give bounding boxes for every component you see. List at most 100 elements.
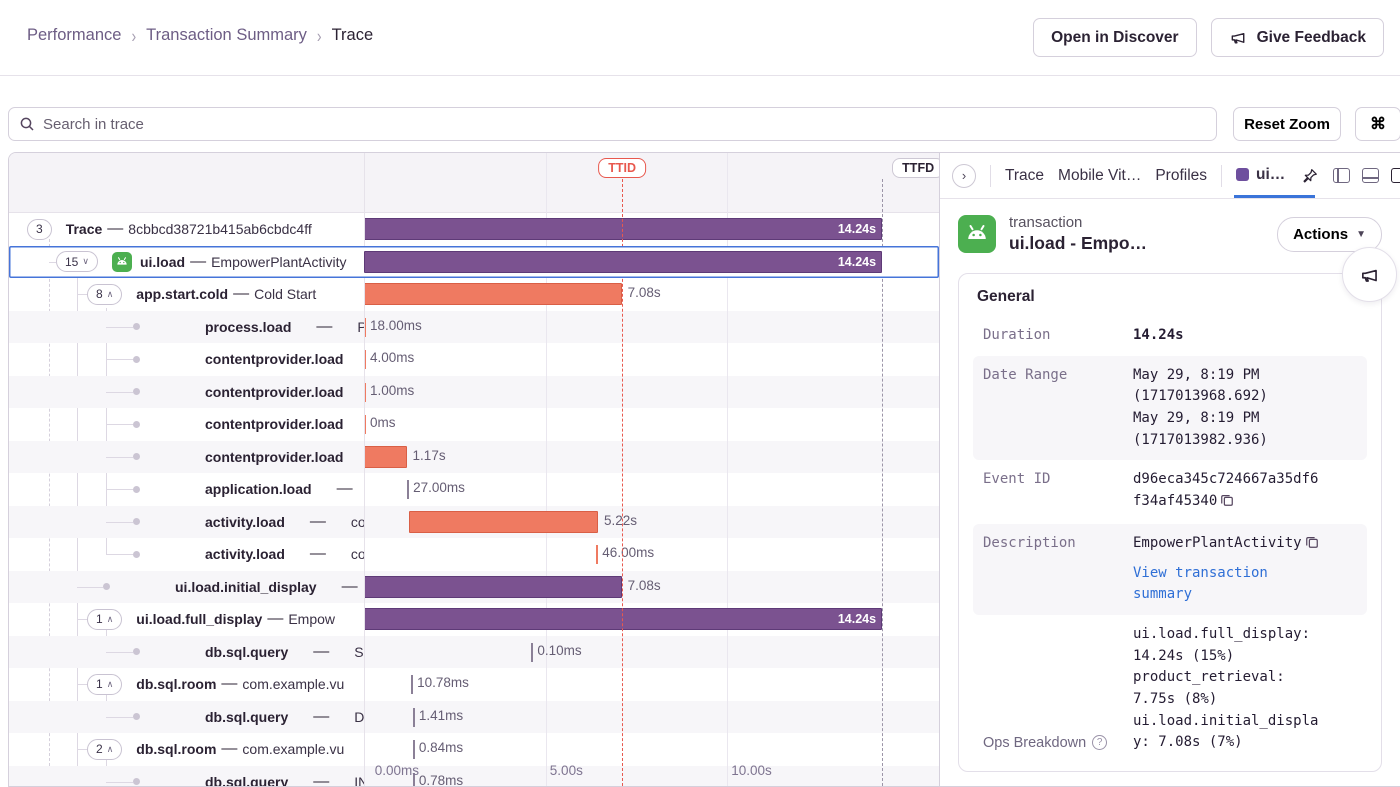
layout-left-panel-icon[interactable] bbox=[1333, 168, 1350, 183]
event-id-value: d96eca345c724667a35df6 f34af45340 bbox=[1133, 469, 1357, 514]
chevron-up-icon: ∧ bbox=[107, 289, 114, 300]
expand-drawer-icon[interactable]: › bbox=[952, 164, 976, 188]
copy-icon[interactable] bbox=[1305, 535, 1319, 557]
breadcrumb: Performance › Transaction Summary › Trac… bbox=[27, 26, 373, 45]
span-row[interactable]: 1∧ui.load.full_display—Empow14.24s bbox=[9, 603, 939, 636]
span-bar[interactable] bbox=[364, 283, 622, 305]
span-row[interactable]: ui.load.initial_display—Empo7.08s bbox=[9, 571, 939, 604]
chevron-right-icon: › bbox=[317, 25, 322, 46]
expand-toggle-pill[interactable]: 15∨ bbox=[56, 251, 98, 272]
detail-tabs-bar: › Trace Mobile Vit… Profiles ui… bbox=[940, 153, 1400, 199]
span-row[interactable]: contentprovider.load—io1.00ms bbox=[9, 376, 939, 409]
breadcrumb-transaction-summary[interactable]: Transaction Summary bbox=[146, 26, 307, 45]
view-transaction-summary-link[interactable]: View transaction summary bbox=[1133, 563, 1357, 606]
span-duration: 7.08s bbox=[628, 578, 661, 593]
divider bbox=[990, 165, 991, 187]
span-row[interactable]: 8∧app.start.cold—Cold Start7.08s bbox=[9, 278, 939, 311]
open-in-discover-button[interactable]: Open in Discover bbox=[1033, 18, 1196, 57]
span-bar[interactable] bbox=[364, 576, 622, 598]
expand-toggle-pill[interactable]: 1∧ bbox=[87, 674, 122, 695]
span-row-timeline: 1.41ms bbox=[364, 701, 939, 734]
span-row[interactable]: db.sql.query—SELECT * F0.10ms bbox=[9, 636, 939, 669]
breadcrumb-performance[interactable]: Performance bbox=[27, 26, 121, 45]
expand-toggle-pill[interactable]: 3 bbox=[27, 219, 52, 240]
tree-connector bbox=[106, 717, 133, 718]
span-dot bbox=[133, 551, 140, 558]
span-row[interactable]: db.sql.query—INSERT OR0.78ms bbox=[9, 766, 939, 787]
span-bar[interactable] bbox=[364, 446, 407, 468]
search-in-trace-field[interactable] bbox=[8, 107, 1217, 141]
tab-profiles[interactable]: Profiles bbox=[1155, 167, 1207, 185]
ttid-badge[interactable]: TTID bbox=[598, 158, 646, 178]
span-duration: 0.10ms bbox=[537, 643, 581, 658]
span-op: ui.load.initial_display bbox=[155, 579, 317, 595]
separator: — bbox=[267, 610, 283, 628]
detail-row-description: Description EmpowerPlantActivityView tra… bbox=[973, 524, 1367, 615]
span-description: EmpowerPlantActivity bbox=[211, 254, 346, 270]
expand-toggle-pill[interactable]: 2∧ bbox=[87, 739, 122, 760]
span-row[interactable]: contentprovider.load—co1.17s bbox=[9, 441, 939, 474]
span-tick[interactable] bbox=[413, 740, 415, 759]
give-feedback-button[interactable]: Give Feedback bbox=[1211, 18, 1384, 57]
ttfd-badge[interactable]: TTFD bbox=[892, 158, 939, 178]
pin-tab-icon[interactable] bbox=[1301, 167, 1319, 185]
span-dot bbox=[133, 356, 140, 363]
span-tick[interactable] bbox=[407, 480, 409, 499]
expand-toggle-pill[interactable]: 1∧ bbox=[87, 609, 122, 630]
separator: — bbox=[290, 545, 326, 563]
event-id-label: Event ID bbox=[983, 469, 1133, 514]
reset-zoom-button[interactable]: Reset Zoom bbox=[1233, 107, 1341, 141]
span-dot bbox=[133, 388, 140, 395]
span-dot bbox=[133, 713, 140, 720]
span-row[interactable]: process.load—Process In18.00ms bbox=[9, 311, 939, 344]
span-row[interactable]: 15∨ui.load—EmpowerPlantActivity14.24s bbox=[9, 246, 939, 279]
span-row-label: 3Trace—8cbbcd38721b415ab6cbdc4ff bbox=[9, 213, 364, 246]
span-description: INSERT OR bbox=[334, 774, 364, 786]
span-row[interactable]: contentprovider.load—ar0ms bbox=[9, 408, 939, 441]
span-op: contentprovider.load bbox=[185, 416, 343, 432]
span-row-timeline: 4.00ms bbox=[364, 343, 939, 376]
span-op: Trace bbox=[66, 221, 103, 237]
tab-mobile-vitals[interactable]: Mobile Vit… bbox=[1058, 167, 1141, 185]
span-row[interactable]: activity.load—com.examp46.00ms bbox=[9, 538, 939, 571]
axis-tick-label: 5.00s bbox=[550, 763, 583, 778]
span-dot bbox=[133, 453, 140, 460]
span-bar[interactable]: 14.24s bbox=[364, 251, 882, 273]
search-input[interactable] bbox=[43, 116, 1206, 133]
span-tick[interactable] bbox=[413, 708, 415, 727]
span-bar[interactable] bbox=[409, 511, 598, 533]
chevron-down-icon: ▼ bbox=[1356, 229, 1366, 240]
shortcut-command-button[interactable]: ⌘ bbox=[1355, 107, 1400, 141]
trace-rows: 3Trace—8cbbcd38721b415ab6cbdc4ff14.24s15… bbox=[9, 213, 939, 786]
tab-trace[interactable]: Trace bbox=[1005, 167, 1044, 185]
layout-right-panel-icon[interactable] bbox=[1391, 168, 1400, 183]
span-duration: 5.22s bbox=[604, 513, 637, 528]
span-row-timeline: 7.08s bbox=[364, 571, 939, 604]
span-row[interactable]: contentprovider.load—io4.00ms bbox=[9, 343, 939, 376]
span-row[interactable]: 3Trace—8cbbcd38721b415ab6cbdc4ff14.24s bbox=[9, 213, 939, 246]
separator: — bbox=[348, 448, 364, 466]
span-description: Process In bbox=[337, 319, 364, 335]
feedback-fab-button[interactable] bbox=[1342, 247, 1397, 302]
separator: — bbox=[293, 643, 329, 661]
date-range-value: May 29, 8:19 PM (1717013968.692) May 29,… bbox=[1133, 365, 1357, 452]
span-row[interactable]: 1∧db.sql.room—com.example.vu10.78ms bbox=[9, 668, 939, 701]
copy-icon[interactable] bbox=[1220, 493, 1234, 515]
duration-label: Duration bbox=[983, 325, 1133, 347]
tree-connector bbox=[106, 392, 133, 393]
span-row[interactable]: activity.load—com.examp5.22s bbox=[9, 506, 939, 539]
expand-toggle-pill[interactable]: 8∧ bbox=[87, 284, 122, 305]
span-row-timeline: 10.78ms bbox=[364, 668, 939, 701]
layout-bottom-panel-icon[interactable] bbox=[1362, 168, 1379, 183]
span-tick[interactable] bbox=[531, 643, 533, 662]
span-row[interactable]: 2∧db.sql.room—com.example.vu0.84ms bbox=[9, 733, 939, 766]
span-op: db.sql.room bbox=[136, 741, 216, 757]
span-tick[interactable] bbox=[596, 545, 598, 564]
tab-ui-load-active[interactable]: ui… bbox=[1236, 166, 1285, 186]
span-row[interactable]: application.load—com.ex27.00ms bbox=[9, 473, 939, 506]
help-icon[interactable]: ? bbox=[1092, 735, 1107, 750]
span-dot bbox=[133, 518, 140, 525]
span-tick[interactable] bbox=[411, 675, 413, 694]
span-row-label: 15∨ui.load—EmpowerPlantActivity bbox=[9, 246, 364, 279]
span-row[interactable]: db.sql.query—DELETE FR1.41ms bbox=[9, 701, 939, 734]
